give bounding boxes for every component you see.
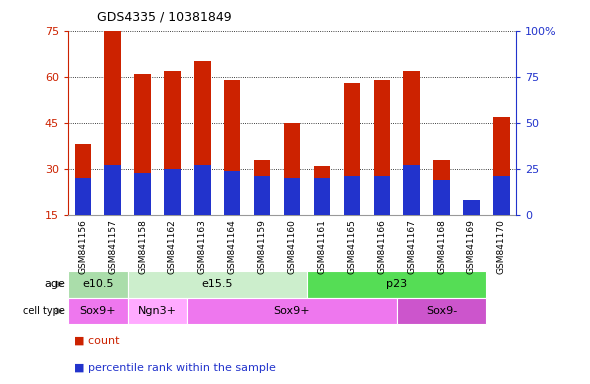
Text: ■ count: ■ count [74,336,119,346]
Text: GSM841167: GSM841167 [407,219,416,274]
Bar [224,80,241,261]
Bar [135,74,151,261]
Bar [284,123,300,261]
Text: GSM841165: GSM841165 [348,219,356,274]
Text: Sox9-: Sox9- [426,306,457,316]
Text: ■ percentile rank within the sample: ■ percentile rank within the sample [74,362,276,372]
Bar [194,165,211,261]
Bar [254,176,270,261]
Text: GSM841169: GSM841169 [467,219,476,274]
Bar [284,178,300,261]
Bar [463,200,480,261]
Bar [135,173,151,261]
Bar [224,171,241,261]
Bar [343,83,360,261]
Bar [343,176,360,261]
Text: Ngn3+: Ngn3+ [138,306,177,316]
Bar [404,165,420,261]
Bar [404,71,420,261]
Text: e10.5: e10.5 [82,279,113,289]
Bar [493,176,510,261]
Text: GSM841168: GSM841168 [437,219,446,274]
Text: cell type: cell type [23,306,65,316]
Text: e15.5: e15.5 [202,279,233,289]
Text: p23: p23 [386,279,407,289]
Bar [104,165,121,261]
Bar [373,176,390,261]
Bar [433,160,450,261]
Bar [74,144,91,261]
Text: GSM841166: GSM841166 [377,219,386,274]
Bar [314,166,330,261]
Text: GSM841162: GSM841162 [168,219,177,274]
Text: GSM841158: GSM841158 [138,219,147,274]
Text: Sox9+: Sox9+ [274,306,310,316]
Bar [314,178,330,261]
Text: age: age [44,279,65,289]
Text: Sox9+: Sox9+ [80,306,116,316]
Bar [194,61,211,261]
Bar [433,180,450,261]
Text: GDS4335 / 10381849: GDS4335 / 10381849 [97,10,232,23]
Text: GSM841159: GSM841159 [258,219,267,274]
Bar [373,80,390,261]
Bar [254,160,270,261]
Text: GSM841170: GSM841170 [497,219,506,274]
Bar [164,169,181,261]
Text: GSM841161: GSM841161 [317,219,326,274]
Bar [74,178,91,261]
Text: GSM841156: GSM841156 [78,219,87,274]
Text: GSM841160: GSM841160 [287,219,297,274]
Bar [164,71,181,261]
Bar [493,117,510,261]
Bar [104,31,121,261]
Text: GSM841157: GSM841157 [108,219,117,274]
Text: GSM841163: GSM841163 [198,219,207,274]
Bar [463,212,480,261]
Text: GSM841164: GSM841164 [228,219,237,274]
